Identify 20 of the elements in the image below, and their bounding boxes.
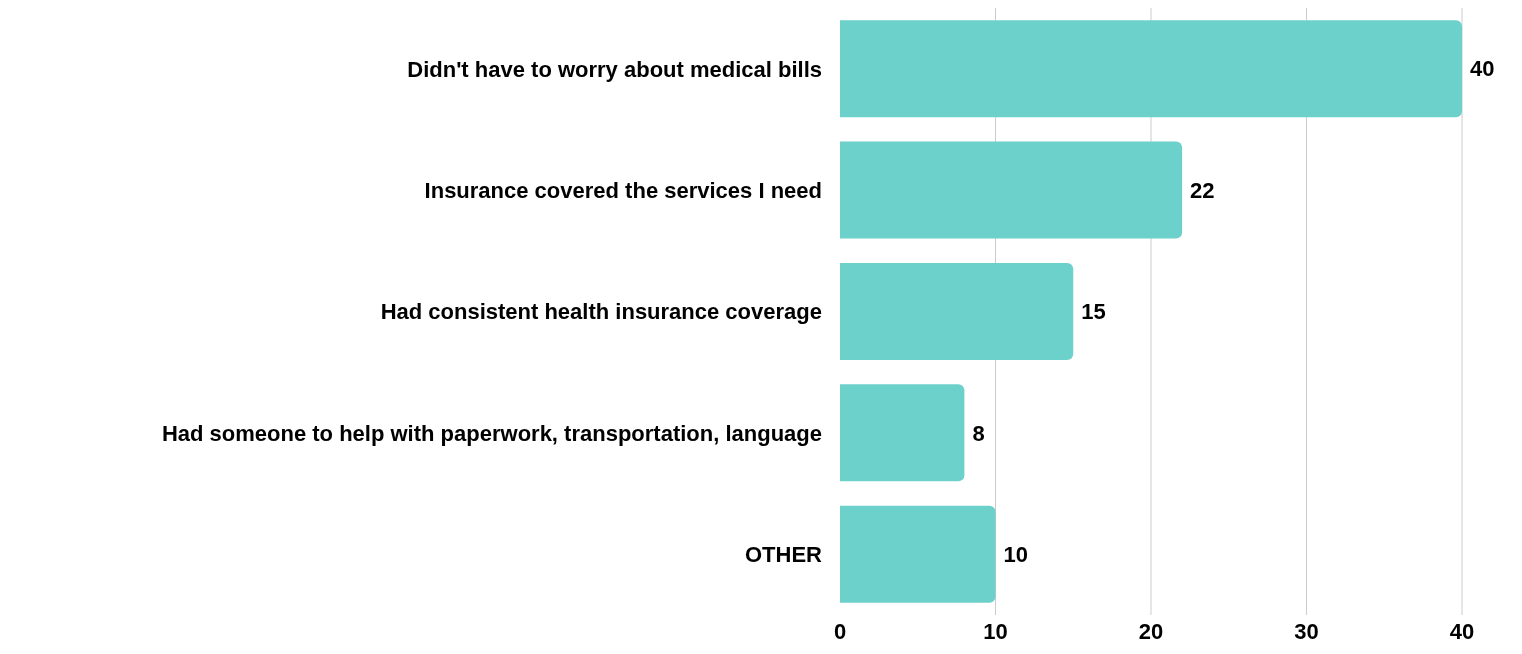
bar [840,141,1183,239]
data-label: 8 [972,420,985,446]
x-tick-label: 10 [983,618,1008,644]
bar [840,20,1462,118]
data-label: 15 [1081,299,1106,325]
x-tick-label: 40 [1449,618,1475,644]
y-tick-label: OTHER [745,542,823,568]
data-label: 22 [1190,177,1215,203]
x-tick-label: 20 [1138,618,1164,644]
x-tick-label: 0 [833,618,847,644]
y-tick-label: Didn't have to worry about medical bills [407,56,822,82]
data-label: 40 [1470,56,1495,82]
bar [840,262,1074,360]
data-label: 10 [1003,542,1028,568]
y-tick-label: Insurance covered the services I need [424,177,822,203]
x-tick-label: 30 [1294,618,1319,644]
bar [840,505,996,603]
y-tick-label: Had someone to help with paperwork, transportation, language [161,420,822,446]
y-tick-label: Had consistent health insurance coverage [380,299,822,325]
bar [840,384,965,482]
